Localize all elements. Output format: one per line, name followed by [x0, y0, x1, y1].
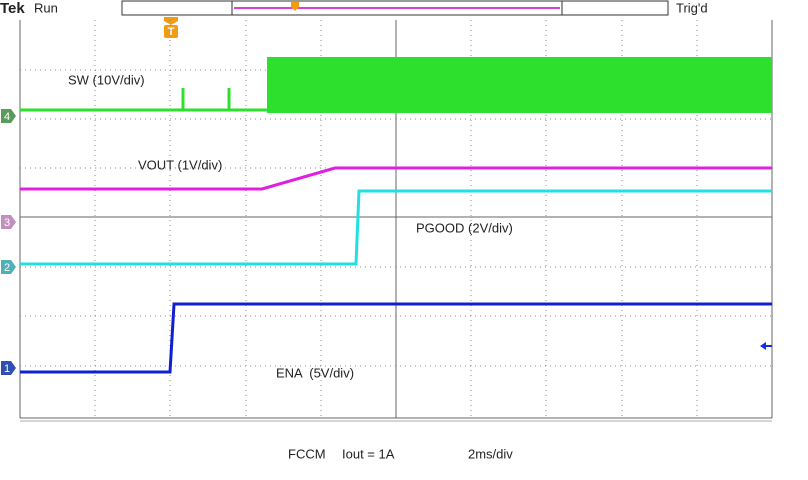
status: Run [34, 0, 58, 15]
trigger-marker: T [168, 26, 175, 38]
mode: FCCM [288, 446, 326, 461]
sw-label: SW (10V/div) [68, 72, 145, 87]
brand: Tek [0, 0, 25, 17]
ch1-level-arrow [760, 342, 772, 350]
ch1-number: 1 [4, 363, 10, 375]
pgood-label: PGOOD (2V/div) [416, 220, 513, 235]
ena-trace [20, 302, 772, 374]
ch2-marker [1, 260, 16, 274]
ch2-number: 2 [4, 262, 10, 274]
trigger-state: Trig'd [676, 0, 708, 15]
vout-label: VOUT (1V/div) [138, 157, 222, 172]
timebase: 2ms/div [468, 446, 513, 461]
ena-label: ENA (5V/div) [276, 365, 354, 380]
trigger-position [291, 2, 299, 11]
ch4-number: 4 [4, 111, 10, 123]
trigger-arrow [164, 17, 178, 25]
ch3-number: 3 [4, 217, 10, 229]
ch3-marker [1, 215, 16, 229]
load: Iout = 1A [342, 446, 395, 461]
trigger-marker-box [164, 25, 178, 38]
pgood-trace [20, 189, 772, 266]
ch4-marker [1, 109, 16, 123]
vout-trace [20, 166, 772, 191]
ch1-marker [1, 361, 16, 375]
sw-trace [20, 57, 772, 113]
